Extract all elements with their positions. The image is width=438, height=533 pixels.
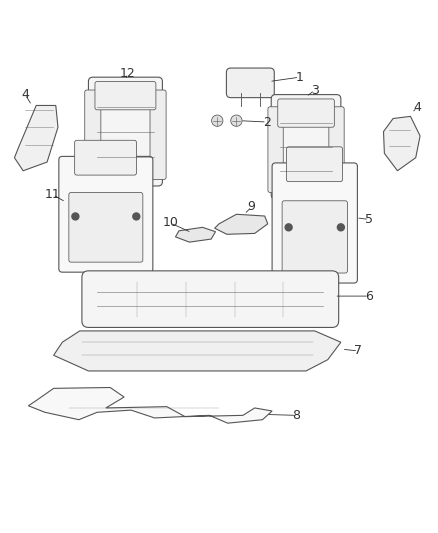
Circle shape (231, 115, 242, 126)
FancyBboxPatch shape (268, 107, 283, 192)
FancyBboxPatch shape (85, 90, 101, 180)
Text: 5: 5 (365, 213, 373, 226)
FancyBboxPatch shape (82, 271, 339, 327)
FancyBboxPatch shape (150, 90, 166, 180)
Text: 7: 7 (354, 344, 362, 358)
Text: 6: 6 (365, 289, 373, 303)
Text: 9: 9 (248, 200, 256, 213)
FancyBboxPatch shape (278, 99, 334, 127)
FancyBboxPatch shape (271, 94, 341, 199)
Circle shape (337, 224, 344, 231)
Polygon shape (176, 228, 215, 242)
Text: 12: 12 (120, 67, 135, 80)
FancyBboxPatch shape (329, 107, 344, 192)
FancyBboxPatch shape (226, 68, 274, 98)
Polygon shape (384, 116, 420, 171)
Circle shape (285, 224, 292, 231)
Polygon shape (53, 331, 341, 371)
FancyBboxPatch shape (69, 192, 143, 262)
Circle shape (72, 213, 79, 220)
Text: 3: 3 (311, 84, 319, 96)
FancyBboxPatch shape (59, 156, 153, 272)
FancyBboxPatch shape (95, 82, 156, 110)
Text: 10: 10 (162, 216, 178, 230)
FancyBboxPatch shape (282, 201, 347, 273)
Text: 11: 11 (45, 188, 60, 201)
Text: 2: 2 (263, 116, 271, 128)
Polygon shape (14, 106, 58, 171)
Text: 1: 1 (296, 71, 304, 84)
FancyBboxPatch shape (286, 147, 343, 182)
Circle shape (133, 213, 140, 220)
Polygon shape (215, 214, 268, 235)
Text: 4: 4 (21, 88, 29, 101)
Polygon shape (28, 387, 272, 423)
FancyBboxPatch shape (88, 77, 162, 186)
FancyBboxPatch shape (272, 163, 357, 283)
Circle shape (212, 115, 223, 126)
Text: 4: 4 (413, 101, 421, 114)
Text: 8: 8 (293, 409, 300, 422)
FancyBboxPatch shape (74, 140, 137, 175)
